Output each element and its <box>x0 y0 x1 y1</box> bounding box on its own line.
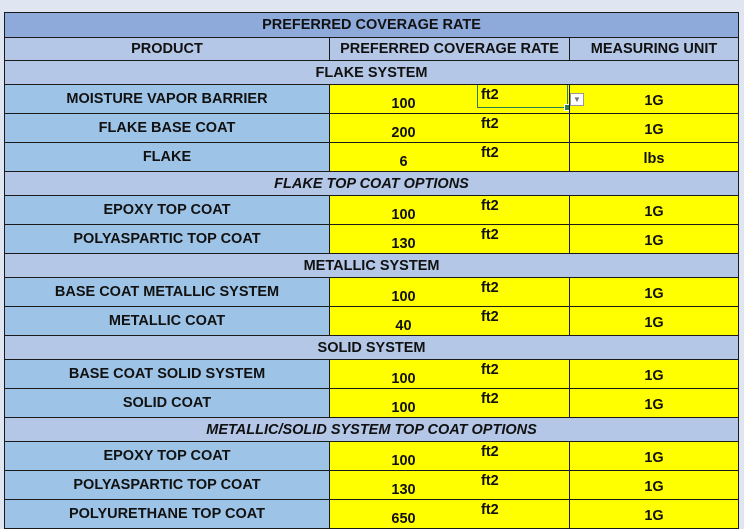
product-cell[interactable]: POLYASPARTIC TOP COAT <box>4 470 330 500</box>
rate-value: 130 <box>391 482 416 498</box>
measuring-unit-cell[interactable]: 1G <box>568 359 740 389</box>
rate-value: 100 <box>391 289 416 305</box>
section-label[interactable]: FLAKE TOP COAT OPTIONS <box>3 171 740 196</box>
measuring-unit-cell[interactable]: 1G <box>568 306 740 336</box>
measuring-unit-cell[interactable]: 1G <box>568 195 740 225</box>
chevron-down-icon: ▼ <box>573 95 581 104</box>
product-cell[interactable]: FLAKE <box>4 142 330 172</box>
rate-value: 6 <box>399 154 408 170</box>
product-cell[interactable]: BASE COAT SOLID SYSTEM <box>4 359 330 389</box>
table-row: POLYURETHANE TOP COAT 650 ft2 1G <box>4 499 740 529</box>
coverage-rate-cell[interactable]: 100 ft2 <box>329 441 570 471</box>
sheet-title[interactable]: PREFERRED COVERAGE RATE <box>3 12 740 38</box>
measuring-unit-cell[interactable]: 1G <box>568 470 740 500</box>
coverage-rate-cell[interactable]: 130 ft2 <box>329 470 570 500</box>
rate-value: 100 <box>391 453 416 469</box>
header-measuring-unit[interactable]: MEASURING UNIT <box>568 37 740 61</box>
rate-unit: ft2 <box>481 309 499 325</box>
rate-unit: ft2 <box>481 87 499 103</box>
rate-unit: ft2 <box>481 280 499 296</box>
table-row: FLAKE BASE COAT 200 ft2 1G <box>4 113 740 143</box>
active-cell-selection[interactable] <box>477 85 569 111</box>
table-row: MOISTURE VAPOR BARRIER 100 ft2 1G <box>4 84 740 114</box>
rate-unit: ft2 <box>481 362 499 378</box>
table-row: BASE COAT SOLID SYSTEM 100 ft2 1G <box>4 359 740 389</box>
coverage-rate-cell[interactable]: 200 ft2 <box>329 113 570 143</box>
section-label[interactable]: METALLIC/SOLID SYSTEM TOP COAT OPTIONS <box>3 417 740 442</box>
rate-unit: ft2 <box>481 444 499 460</box>
section-row: FLAKE TOP COAT OPTIONS <box>3 171 740 196</box>
fill-handle[interactable] <box>564 104 569 111</box>
section-row: FLAKE SYSTEM <box>3 60 740 85</box>
rate-unit: ft2 <box>481 116 499 132</box>
product-cell[interactable]: BASE COAT METALLIC SYSTEM <box>4 277 330 307</box>
measuring-unit-cell[interactable]: 1G <box>568 224 740 254</box>
coverage-rate-cell[interactable]: 6 ft2 <box>329 142 570 172</box>
section-row: METALLIC/SOLID SYSTEM TOP COAT OPTIONS <box>3 417 740 442</box>
rate-value: 100 <box>391 371 416 387</box>
section-row: METALLIC SYSTEM <box>3 253 740 278</box>
coverage-rate-cell[interactable]: 100 ft2 <box>329 84 570 114</box>
table-row: METALLIC COAT 40 ft2 1G <box>4 306 740 336</box>
rate-unit: ft2 <box>481 502 499 518</box>
table-row: SOLID COAT 100 ft2 1G <box>4 388 740 418</box>
coverage-rate-cell[interactable]: 130 ft2 <box>329 224 570 254</box>
table-row: FLAKE 6 ft2 lbs <box>4 142 740 172</box>
rate-value: 40 <box>395 318 412 334</box>
measuring-unit-cell[interactable]: 1G <box>568 277 740 307</box>
rate-unit: ft2 <box>481 473 499 489</box>
table-row: EPOXY TOP COAT 100 ft2 1G <box>4 441 740 471</box>
coverage-rate-cell[interactable]: 100 ft2 <box>329 195 570 225</box>
product-cell[interactable]: FLAKE BASE COAT <box>4 113 330 143</box>
section-label[interactable]: METALLIC SYSTEM <box>3 253 740 278</box>
product-cell[interactable]: METALLIC COAT <box>4 306 330 336</box>
coverage-rate-cell[interactable]: 100 ft2 <box>329 359 570 389</box>
header-coverage-rate[interactable]: PREFERRED COVERAGE RATE <box>329 37 570 61</box>
section-label[interactable]: SOLID SYSTEM <box>3 335 740 360</box>
coverage-rate-table: PREFERRED COVERAGE RATE PRODUCT PREFERRE… <box>3 12 740 529</box>
product-cell[interactable]: SOLID COAT <box>4 388 330 418</box>
measuring-unit-cell[interactable]: 1G <box>568 441 740 471</box>
table-row: BASE COAT METALLIC SYSTEM 100 ft2 1G <box>4 277 740 307</box>
product-cell[interactable]: EPOXY TOP COAT <box>4 441 330 471</box>
coverage-rate-cell[interactable]: 40 ft2 <box>329 306 570 336</box>
coverage-rate-cell[interactable]: 100 ft2 <box>329 388 570 418</box>
product-cell[interactable]: POLYASPARTIC TOP COAT <box>4 224 330 254</box>
rate-unit: ft2 <box>481 391 499 407</box>
section-row: SOLID SYSTEM <box>3 335 740 360</box>
product-cell[interactable]: POLYURETHANE TOP COAT <box>4 499 330 529</box>
measuring-unit-cell[interactable]: 1G <box>568 388 740 418</box>
section-label[interactable]: FLAKE SYSTEM <box>3 60 740 85</box>
rate-unit: ft2 <box>481 198 499 214</box>
measuring-unit-cell[interactable]: 1G <box>568 84 740 114</box>
measuring-unit-cell[interactable]: 1G <box>568 499 740 529</box>
rate-value: 200 <box>391 125 416 141</box>
product-cell[interactable]: EPOXY TOP COAT <box>4 195 330 225</box>
measuring-unit-cell[interactable]: 1G <box>568 113 740 143</box>
rate-value: 130 <box>391 236 416 252</box>
rate-unit: ft2 <box>481 145 499 161</box>
coverage-rate-cell[interactable]: 650 ft2 <box>329 499 570 529</box>
table-row: POLYASPARTIC TOP COAT 130 ft2 1G <box>4 470 740 500</box>
header-product[interactable]: PRODUCT <box>4 37 330 61</box>
measuring-unit-cell[interactable]: lbs <box>568 142 740 172</box>
rate-value: 100 <box>391 96 416 112</box>
table-row: EPOXY TOP COAT 100 ft2 1G <box>4 195 740 225</box>
rate-value: 650 <box>391 511 416 527</box>
rate-unit: ft2 <box>481 227 499 243</box>
product-cell[interactable]: MOISTURE VAPOR BARRIER <box>4 84 330 114</box>
rate-value: 100 <box>391 400 416 416</box>
rate-value: 100 <box>391 207 416 223</box>
coverage-rate-cell[interactable]: 100 ft2 <box>329 277 570 307</box>
dropdown-button[interactable]: ▼ <box>570 93 584 106</box>
table-row: POLYASPARTIC TOP COAT 130 ft2 1G <box>4 224 740 254</box>
